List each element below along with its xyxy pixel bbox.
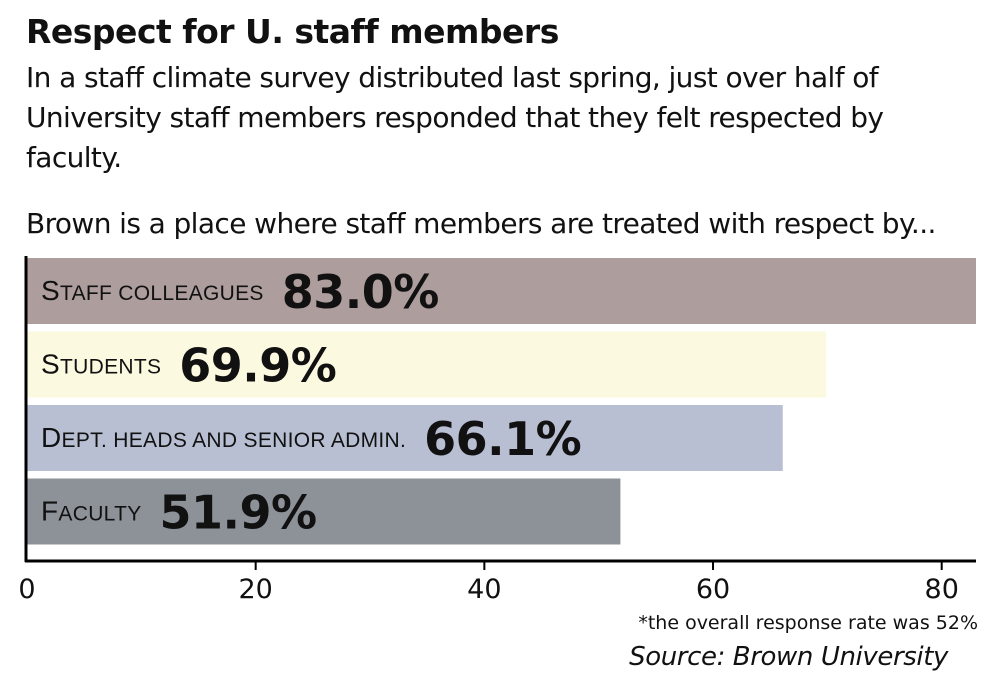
category-label: FACULTY <box>41 496 142 527</box>
bar-staff-colleagues <box>27 258 976 324</box>
chart-title: Respect for U. staff members <box>26 12 559 51</box>
x-tick-label: 0 <box>18 574 35 605</box>
value-label: 66.1% <box>424 412 581 466</box>
value-label: 69.9% <box>179 339 336 393</box>
x-tick-label: 20 <box>238 574 272 605</box>
footnote: *the overall response rate was 52% <box>638 612 978 634</box>
category-label: STUDENTS <box>41 349 161 380</box>
x-tick-label: 80 <box>925 574 959 605</box>
category-label: DEPT. HEADS AND SENIOR ADMIN. <box>41 422 406 453</box>
value-label: 83.0% <box>282 265 439 319</box>
chart-subtitle: In a staff climate survey distributed la… <box>26 61 884 174</box>
value-label: 51.9% <box>160 486 317 540</box>
category-label: STAFF COLLEAGUES <box>41 275 264 306</box>
x-tick-label: 40 <box>467 574 501 605</box>
source-credit: Source: Brown University <box>629 642 948 672</box>
bar-students <box>27 331 827 398</box>
bar-faculty <box>27 478 621 545</box>
survey-question: Brown is a place where staff members are… <box>26 207 936 240</box>
bar-dept-heads <box>27 405 783 471</box>
x-tick-label: 60 <box>696 574 730 605</box>
